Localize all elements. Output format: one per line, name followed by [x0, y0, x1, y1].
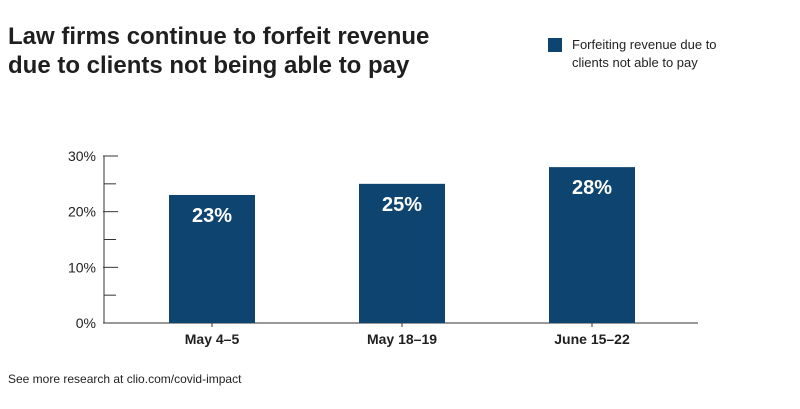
chart-title: Law firms continue to forfeit revenue du… — [8, 23, 430, 79]
x-category-label: May 4–5 — [185, 331, 240, 347]
y-tick-label: 20% — [68, 204, 96, 220]
y-tick-label: 10% — [68, 259, 96, 275]
bar — [549, 167, 635, 323]
y-tick-label: 30% — [68, 148, 96, 164]
legend-label: Forfeiting revenue due to clients not ab… — [572, 37, 717, 70]
legend-swatch — [548, 38, 562, 52]
footnote: See more research at clio.com/covid-impa… — [8, 372, 242, 386]
bar-value-label: 25% — [382, 194, 422, 216]
x-category-label: May 18–19 — [367, 331, 437, 347]
bar-value-label: 28% — [572, 177, 612, 199]
bar-value-label: 23% — [192, 205, 232, 227]
bar — [169, 194, 255, 323]
bar — [359, 183, 445, 323]
legend: Forfeiting revenue due to clients not ab… — [548, 36, 752, 72]
x-category-label: June 15–22 — [554, 331, 630, 347]
y-tick-label: 0% — [76, 315, 96, 331]
